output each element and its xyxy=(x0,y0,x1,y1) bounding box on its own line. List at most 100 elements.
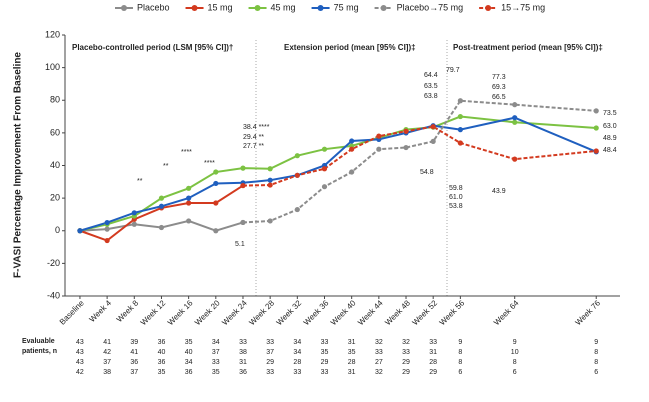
table-cell: 31 xyxy=(429,349,437,356)
point xyxy=(240,182,246,189)
table-cell: 33 xyxy=(429,339,437,346)
point xyxy=(158,203,165,209)
series-line xyxy=(79,184,244,242)
table-cell: 39 xyxy=(130,339,138,346)
table-cell: 29 xyxy=(321,359,329,366)
table-cell: 35 xyxy=(158,369,166,376)
point xyxy=(321,146,328,152)
table-cell: 31 xyxy=(239,359,247,366)
x-tick-label: Week 16 xyxy=(166,298,195,327)
table-cell: 31 xyxy=(348,369,356,376)
table-cell: 33 xyxy=(239,339,247,346)
x-tick-label: Baseline xyxy=(58,298,86,326)
point xyxy=(186,185,192,191)
table-cell: 29 xyxy=(429,369,437,376)
annotation: 5.1 xyxy=(235,241,245,248)
table-cell: 35 xyxy=(348,349,356,356)
point xyxy=(376,133,382,139)
table-cell: 36 xyxy=(158,359,166,366)
table-cell: 8 xyxy=(458,349,462,356)
legend-marker xyxy=(254,5,261,11)
table-cell: 33 xyxy=(266,369,274,376)
table-cell: 40 xyxy=(158,349,166,356)
y-tick-label: 120 xyxy=(45,29,60,39)
table-cell: 6 xyxy=(458,369,462,376)
annotation: 48.9 xyxy=(603,135,617,142)
table-cell: 35 xyxy=(185,339,193,346)
table-cell: 34 xyxy=(185,359,193,366)
x-tick-label: Week 28 xyxy=(247,298,276,327)
point xyxy=(104,237,110,244)
table-cell: 8 xyxy=(458,359,462,366)
x-tick-label: Week 40 xyxy=(329,298,358,327)
table-cell: 38 xyxy=(103,369,111,376)
x-tick-label: Week 8 xyxy=(115,298,141,324)
point xyxy=(267,218,273,224)
table-cell: 9 xyxy=(594,339,598,346)
point xyxy=(294,172,300,178)
table-cell: 34 xyxy=(212,339,220,346)
point xyxy=(593,125,599,131)
point xyxy=(430,138,436,144)
point xyxy=(430,124,436,130)
table-cell: 33 xyxy=(293,369,301,376)
x-tick-label: Week 36 xyxy=(302,298,331,327)
y-tick-label: 100 xyxy=(45,62,60,72)
table-cell: 29 xyxy=(266,359,274,366)
table-cell: 36 xyxy=(158,339,166,346)
table-cell: 29 xyxy=(402,369,410,376)
point xyxy=(131,221,137,227)
point xyxy=(104,219,110,226)
table-cell: 43 xyxy=(76,349,84,356)
point xyxy=(267,166,273,172)
y-tick-label: -20 xyxy=(47,258,60,268)
table-cell: 29 xyxy=(402,359,410,366)
table-cell: 33 xyxy=(266,339,274,346)
annotation: 63.8 xyxy=(424,93,438,100)
table-cell: 8 xyxy=(594,349,598,356)
table-cell: 36 xyxy=(130,359,138,366)
x-tick-label: Week 44 xyxy=(356,298,385,327)
table-cell: 36 xyxy=(239,369,247,376)
table-cell: 8 xyxy=(513,359,517,366)
series-line xyxy=(79,115,597,232)
point xyxy=(457,140,463,146)
table-cell: 34 xyxy=(293,349,301,356)
point xyxy=(213,228,219,234)
legend-marker xyxy=(317,5,324,11)
point xyxy=(593,148,599,154)
legend-label: 15 mg xyxy=(208,2,233,12)
table-cell: 38 xyxy=(239,349,247,356)
x-tick-label: Week 56 xyxy=(438,298,467,327)
table-cell: 33 xyxy=(402,349,410,356)
y-tick-label: 0 xyxy=(55,225,60,235)
legend-label: 45 mg xyxy=(271,2,296,12)
table-cell: 8 xyxy=(594,359,598,366)
annotation: 63.5 xyxy=(424,83,438,90)
point xyxy=(457,127,463,133)
table-cell: 36 xyxy=(185,369,193,376)
table-cell: 28 xyxy=(429,359,437,366)
legend-label: 15→75 mg xyxy=(501,2,545,12)
point xyxy=(403,128,409,134)
table-label: Evaluable xyxy=(22,338,55,345)
annotation: 53.8 xyxy=(449,203,463,210)
table-label: patients, n xyxy=(22,348,57,355)
x-tick-label: Week 4 xyxy=(88,298,114,324)
point xyxy=(131,210,137,216)
annotation: 64.4 xyxy=(424,72,438,79)
y-tick-label: 20 xyxy=(50,193,60,203)
annotation: ** xyxy=(163,163,169,170)
annotation: 73.5 xyxy=(603,110,617,117)
point xyxy=(267,177,273,183)
table-cell: 6 xyxy=(594,369,598,376)
series-line xyxy=(79,116,597,232)
annotation: 38.4 **** xyxy=(243,124,270,131)
x-tick-label: Week 64 xyxy=(492,298,521,327)
legend-marker xyxy=(380,5,387,11)
point xyxy=(512,115,518,121)
series-line xyxy=(242,99,597,224)
table-cell: 37 xyxy=(103,359,111,366)
y-tick-label: 80 xyxy=(50,95,60,105)
point xyxy=(349,169,355,175)
